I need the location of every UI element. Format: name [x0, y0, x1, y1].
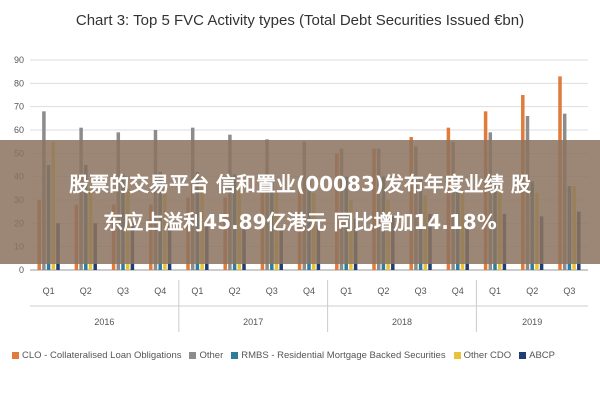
chart-legend: CLO - Collateralised Loan Obligations Oth… — [12, 350, 592, 361]
x-tick-label: Q1 — [43, 286, 55, 296]
x-tick-label: Q1 — [489, 286, 501, 296]
x-tick-label: Q2 — [526, 286, 538, 296]
x-tick-label: Q2 — [377, 286, 389, 296]
x-tick-label: Q3 — [117, 286, 129, 296]
x-tick-label: Q3 — [266, 286, 278, 296]
legend-swatch — [519, 351, 527, 359]
legend-item: ABCP — [519, 350, 555, 361]
legend-item: CLO - Collateralised Loan Obligations — [12, 350, 181, 361]
legend-label: Other CDO — [463, 350, 512, 361]
legend-item: Other — [189, 350, 223, 361]
y-tick-label: 0 — [19, 265, 24, 275]
y-tick-label: 70 — [14, 102, 24, 112]
x-tick-label: Q4 — [154, 286, 166, 296]
x-axis-ticks: Q1 Q2 Q3 Q4 Q1 Q2 Q3 Q4 Q1 Q2 Q3 Q4 Q1 Q2 Q3 — [43, 286, 576, 296]
legend-label: CLO - Collateralised Loan Obligations — [22, 350, 182, 361]
legend-swatch — [231, 351, 239, 359]
news-headline-line-2: 东应占溢利45.89亿港元 同比增加14.18% — [103, 210, 497, 234]
legend-swatch — [12, 351, 19, 359]
year-label: 2019 — [522, 317, 542, 327]
legend-swatch — [453, 351, 461, 359]
x-tick-label: Q1 — [340, 286, 352, 296]
x-tick-label: Q3 — [563, 286, 575, 296]
legend-item: RMBS - Residential Mortgage Backed Secur… — [231, 350, 446, 361]
legend-label: RMBS - Residential Mortgage Backed Secur… — [241, 350, 446, 361]
legend-swatch — [189, 351, 197, 359]
news-headline-line-1: 股票的交易平台 信和置业(00083)发布年度业绩 股 — [69, 172, 531, 196]
x-tick-label: Q4 — [452, 286, 464, 296]
chart-title: Chart 3: Top 5 FVC Activity types (Total… — [75, 12, 525, 29]
legend-label: ABCP — [529, 350, 555, 361]
legend-item: Other CDO — [453, 350, 512, 361]
y-tick-label: 90 — [14, 55, 24, 65]
year-groups: 2016 2017 2018 2019 — [30, 280, 588, 332]
x-tick-label: Q3 — [415, 286, 427, 296]
x-tick-label: Q2 — [80, 286, 92, 296]
y-tick-label: 80 — [14, 78, 24, 88]
year-label: 2017 — [243, 317, 263, 327]
year-label: 2016 — [94, 317, 114, 327]
x-tick-label: Q2 — [229, 286, 241, 296]
y-tick-label: 60 — [14, 125, 24, 135]
year-label: 2018 — [392, 317, 412, 327]
news-overlay-band — [0, 140, 600, 264]
x-tick-label: Q1 — [191, 286, 203, 296]
legend-label: Other — [199, 350, 224, 361]
x-tick-label: Q4 — [303, 286, 315, 296]
